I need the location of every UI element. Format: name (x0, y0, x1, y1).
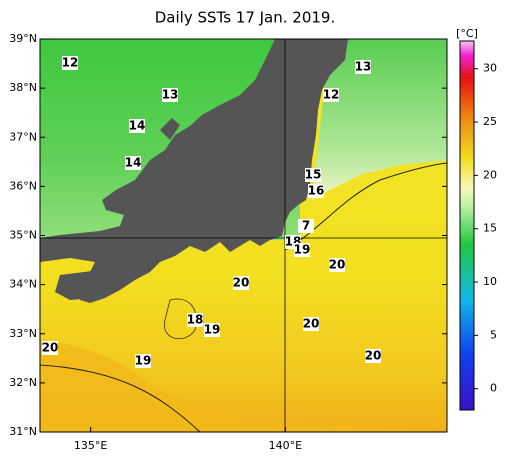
contour-label-bg (204, 323, 220, 337)
colorbar-unit: [°C] (456, 27, 478, 40)
colorbar-tick-label: 20 (483, 168, 497, 181)
colorbar-tick-label: 15 (483, 222, 497, 235)
colorbar (459, 40, 475, 411)
lat-label: 35°N (9, 229, 37, 242)
contour-label-bg (303, 317, 319, 331)
warm-south (40, 340, 447, 432)
contour-label: 18 (187, 313, 204, 327)
lat-label: 36°N (9, 179, 37, 192)
lat-label: 38°N (9, 81, 37, 94)
contour-label-bg (42, 341, 58, 355)
contour-label-bg (355, 60, 371, 74)
north-pacific (312, 39, 447, 200)
contour-label-bg (323, 88, 339, 102)
lat-label: 34°N (9, 278, 37, 291)
contour-label: 7 (302, 219, 310, 233)
land-shikoku (55, 270, 120, 300)
contour-label: 15 (305, 168, 322, 182)
contour-label: 13 (162, 88, 179, 102)
lat-label: 33°N (9, 327, 37, 340)
contour-label-bg (62, 56, 78, 70)
map-area (40, 39, 447, 432)
colorbar-tick-label: 30 (483, 62, 497, 75)
contour-label: 20 (42, 341, 59, 355)
contour (40, 364, 201, 432)
land-noto (160, 118, 180, 140)
contour-label: 20 (329, 258, 346, 272)
contour-label-bg (129, 119, 145, 133)
colorbar-tick-label: 10 (483, 275, 497, 288)
colorbar-tick-label: 5 (490, 328, 497, 341)
colorbar-tick-label: 25 (483, 115, 497, 128)
colorbar-tick-label: 0 (490, 382, 497, 395)
lat-label: 37°N (9, 130, 37, 143)
land-honshu (40, 39, 348, 303)
contour-label-bg (233, 276, 249, 290)
contour-label-bg (365, 349, 381, 363)
contour-label: 20 (365, 349, 382, 363)
contour-label: 19 (135, 354, 152, 368)
contour-label-bg (135, 354, 151, 368)
contour-label-bg (305, 168, 321, 182)
contour-label-bg (294, 243, 310, 257)
lon-label: 140°E (269, 439, 302, 452)
contour-label: 12 (62, 56, 79, 70)
contour-label-bg (298, 219, 314, 233)
lon-label: 135°E (74, 439, 107, 452)
contour-label: 20 (303, 317, 320, 331)
contour-label: 16 (308, 184, 325, 198)
contour-label: 13 (355, 60, 372, 74)
contour-label-bg (329, 258, 345, 272)
contour-label: 19 (204, 323, 221, 337)
title: Daily SSTs 17 Jan. 2019. (155, 9, 335, 27)
contour-label: 19 (294, 243, 311, 257)
lat-label: 32°N (9, 376, 37, 389)
lat-label: 39°N (9, 32, 37, 45)
contour (163, 298, 197, 339)
contour-label: 14 (129, 119, 146, 133)
contour-label: 12 (323, 88, 340, 102)
contour-label: 20 (233, 276, 250, 290)
contour-label-bg (162, 88, 178, 102)
contour-label-bg (187, 313, 203, 327)
contour-label-bg (308, 184, 324, 198)
contour-label-bg (125, 156, 141, 170)
contour-label: 14 (125, 156, 142, 170)
lat-label: 31°N (9, 425, 37, 438)
